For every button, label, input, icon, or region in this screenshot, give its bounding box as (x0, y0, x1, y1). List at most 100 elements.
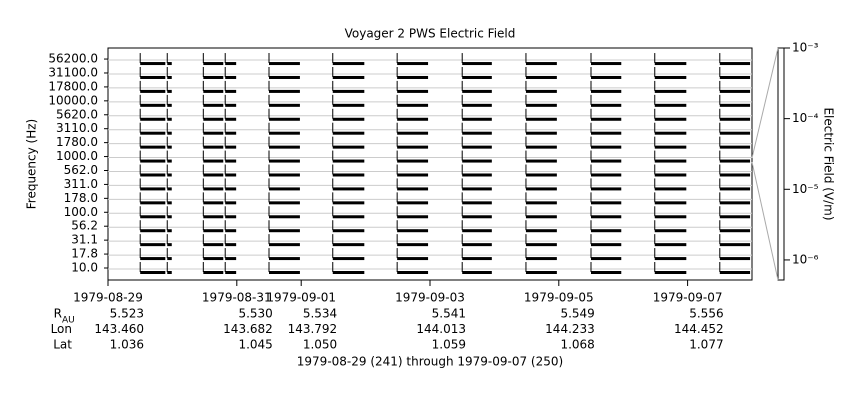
channel-trace (225, 103, 237, 107)
channel-trace (167, 173, 172, 177)
channel-trace (140, 257, 166, 261)
channel-trace (654, 159, 687, 163)
channel-trace (397, 173, 429, 177)
channel-trace (332, 187, 365, 191)
channel-trace (140, 131, 166, 135)
x-tick-label: 1979-08-29 (73, 291, 143, 305)
channel-trace (167, 257, 172, 261)
channel-trace (332, 89, 365, 93)
channel-label: 100.0 (64, 205, 98, 219)
channel-label: 56.2 (71, 219, 98, 233)
colorbar (777, 47, 785, 281)
ephemeris-value: 143.460 (94, 322, 144, 336)
ephemeris-value: 1.059 (432, 338, 466, 352)
channel-trace (225, 243, 237, 247)
channel-trace (525, 117, 557, 121)
channel-trace (332, 117, 365, 121)
ephemeris-value: 5.541 (432, 307, 466, 321)
channel-trace (203, 201, 224, 205)
ephemeris-value: 5.556 (689, 307, 723, 321)
channel-trace (654, 215, 687, 219)
channel-trace (654, 62, 687, 66)
channel-trace (167, 201, 172, 205)
channel-trace (269, 62, 300, 66)
channel-label: 311.0 (64, 177, 98, 191)
ephemeris-value: 5.549 (560, 307, 594, 321)
channel-trace (269, 187, 300, 191)
channel-trace (525, 173, 557, 177)
channel-trace (269, 75, 300, 79)
channel-trace (525, 103, 557, 107)
channel-trace (462, 173, 492, 177)
channel-trace (140, 229, 166, 233)
channel-trace (462, 271, 492, 274)
channel-trace (591, 103, 622, 107)
channel-trace (397, 257, 429, 261)
channel-trace (397, 229, 429, 233)
channel-trace (167, 215, 172, 219)
channel-label: 56200.0 (48, 52, 98, 66)
channel-trace (591, 257, 622, 261)
channel-trace (269, 229, 300, 233)
channel-trace (140, 103, 166, 107)
channel-trace (654, 103, 687, 107)
channel-trace (203, 257, 224, 261)
channel-trace (719, 271, 751, 274)
channel-trace (462, 243, 492, 247)
channel-trace (719, 62, 751, 66)
channel-trace (269, 145, 300, 149)
ephemeris-label: Lat (53, 338, 72, 352)
channel-trace (203, 187, 224, 191)
channel-trace (225, 187, 237, 191)
channel-trace (167, 229, 172, 233)
channel-trace (140, 243, 166, 247)
y2-tick-label: 10⁻⁶ (792, 252, 819, 266)
channel-trace (462, 201, 492, 205)
ephemeris-value: 1.050 (303, 338, 337, 352)
channel-trace (225, 145, 237, 149)
channel-trace (203, 89, 224, 93)
channel-trace (462, 89, 492, 93)
channel-trace (332, 271, 365, 274)
channel-trace (654, 75, 687, 79)
channel-trace (332, 75, 365, 79)
channel-trace (225, 62, 237, 66)
channel-trace (397, 103, 429, 107)
footer: 1979-08-29 (241) through 1979-09-07 (250… (297, 355, 563, 369)
channel-label: 1780.0 (56, 135, 98, 149)
y2-tick-label: 10⁻⁴ (792, 111, 819, 125)
channel-trace (140, 215, 166, 219)
channel-trace (225, 89, 237, 93)
ephemeris-value: 1.036 (110, 338, 144, 352)
channel-trace (203, 271, 224, 274)
channel-trace (269, 131, 300, 135)
ephemeris-value: 143.792 (288, 322, 338, 336)
channel-trace (654, 229, 687, 233)
ephemeris-value: 5.523 (110, 307, 144, 321)
x-tick-label: 1979-08-31 (202, 291, 272, 305)
channel-trace (397, 271, 429, 274)
channel-trace (167, 145, 172, 149)
channel-trace (167, 117, 172, 121)
channel-trace (332, 257, 365, 261)
channel-trace (719, 243, 751, 247)
channel-trace (591, 271, 622, 274)
channel-trace (719, 75, 751, 79)
channel-trace (269, 243, 300, 247)
channel-trace (167, 62, 172, 66)
channel-trace (719, 103, 751, 107)
channel-trace (140, 117, 166, 121)
channel-trace (225, 159, 237, 163)
channel-trace (462, 159, 492, 163)
ephemeris-value: 1.077 (689, 338, 723, 352)
channel-trace (332, 145, 365, 149)
channel-trace (719, 173, 751, 177)
channel-trace (525, 215, 557, 219)
channel-trace (203, 117, 224, 121)
channel-trace (332, 215, 365, 219)
channel-trace (719, 131, 751, 135)
ephemeris-value: 144.013 (416, 322, 466, 336)
channel-trace (203, 159, 224, 163)
channel-trace (225, 229, 237, 233)
